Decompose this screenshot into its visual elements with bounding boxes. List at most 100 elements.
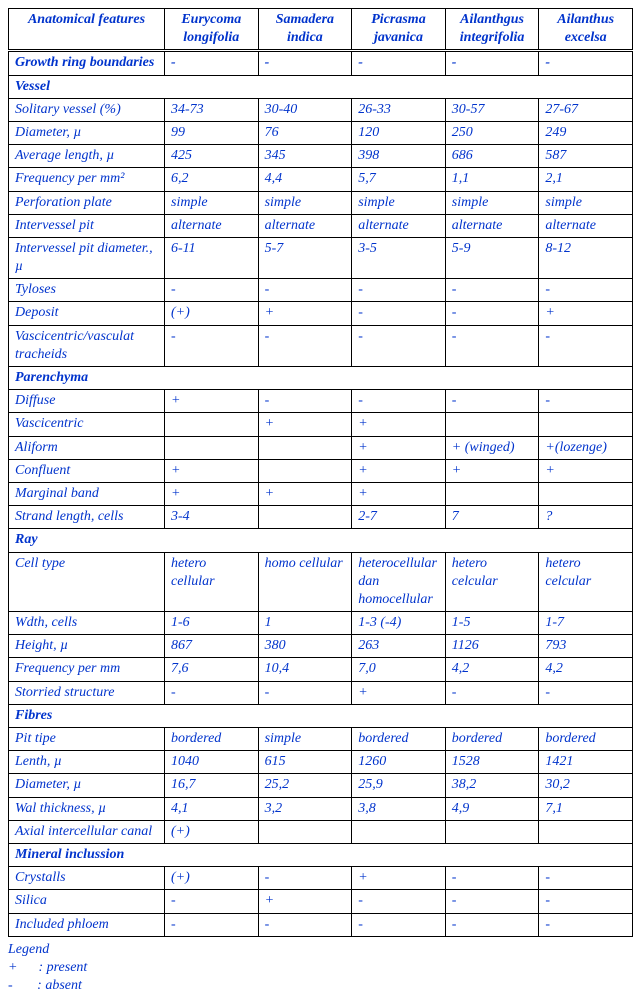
row-label: Marginal band bbox=[9, 482, 165, 505]
cell: 76 bbox=[258, 121, 352, 144]
cell: - bbox=[539, 325, 633, 366]
cell: alternate bbox=[258, 214, 352, 237]
cell: + (winged) bbox=[445, 436, 539, 459]
row-label: Pit tipe bbox=[9, 728, 165, 751]
cell: (+) bbox=[165, 302, 259, 325]
cell: - bbox=[539, 279, 633, 302]
cell: - bbox=[165, 681, 259, 704]
cell: 7,1 bbox=[539, 797, 633, 820]
row-label: Frequency per mm² bbox=[9, 168, 165, 191]
cell: 867 bbox=[165, 635, 259, 658]
row-label: Wdth, cells bbox=[9, 612, 165, 635]
row-label: Strand length, cells bbox=[9, 506, 165, 529]
cell: +(lozenge) bbox=[539, 436, 633, 459]
cell: - bbox=[352, 302, 446, 325]
legend: Legend + : present - : absent bbox=[8, 937, 633, 996]
section-label: Mineral inclussion bbox=[9, 843, 633, 866]
cell: alternate bbox=[165, 214, 259, 237]
table-row: Parenchyma bbox=[9, 367, 633, 390]
row-label: Average length, µ bbox=[9, 145, 165, 168]
table-row: Intervessel pit diameter., µ6-115-73-55-… bbox=[9, 237, 633, 278]
cell: - bbox=[445, 390, 539, 413]
cell: 615 bbox=[258, 751, 352, 774]
cell: 7 bbox=[445, 506, 539, 529]
cell: 1040 bbox=[165, 751, 259, 774]
cell: 1-6 bbox=[165, 612, 259, 635]
cell: 26-33 bbox=[352, 98, 446, 121]
cell: 30-57 bbox=[445, 98, 539, 121]
cell: - bbox=[445, 279, 539, 302]
cell: 398 bbox=[352, 145, 446, 168]
cell: 34-73 bbox=[165, 98, 259, 121]
cell bbox=[165, 436, 259, 459]
cell: 4,9 bbox=[445, 797, 539, 820]
cell: 5,7 bbox=[352, 168, 446, 191]
cell: 380 bbox=[258, 635, 352, 658]
cell: 249 bbox=[539, 121, 633, 144]
cell: bordered bbox=[539, 728, 633, 751]
legend-absent: - : absent bbox=[8, 977, 633, 995]
cell bbox=[258, 459, 352, 482]
table-row: Crystalls(+)-+-- bbox=[9, 867, 633, 890]
cell bbox=[445, 820, 539, 843]
cell: - bbox=[258, 279, 352, 302]
row-label: Confluent bbox=[9, 459, 165, 482]
cell: + bbox=[539, 459, 633, 482]
table-row: Vascicentric/vasculat tracheids----- bbox=[9, 325, 633, 366]
row-label: Deposit bbox=[9, 302, 165, 325]
header-species-3: Ailanthgus integrifolia bbox=[445, 9, 539, 51]
cell bbox=[352, 820, 446, 843]
cell: + bbox=[165, 482, 259, 505]
cell bbox=[258, 506, 352, 529]
cell bbox=[165, 413, 259, 436]
cell: + bbox=[258, 482, 352, 505]
section-label: Ray bbox=[9, 529, 633, 552]
cell: 99 bbox=[165, 121, 259, 144]
cell: + bbox=[539, 302, 633, 325]
row-label: Silica bbox=[9, 890, 165, 913]
cell: - bbox=[539, 51, 633, 75]
cell: 250 bbox=[445, 121, 539, 144]
table-row: Intervessel pitalternatealternatealterna… bbox=[9, 214, 633, 237]
cell: 3-4 bbox=[165, 506, 259, 529]
cell: - bbox=[445, 867, 539, 890]
cell: - bbox=[352, 325, 446, 366]
cell: 686 bbox=[445, 145, 539, 168]
cell: 25,2 bbox=[258, 774, 352, 797]
table-row: Confluent++++ bbox=[9, 459, 633, 482]
table-row: Vessel bbox=[9, 75, 633, 98]
row-label: Perforation plate bbox=[9, 191, 165, 214]
cell: - bbox=[165, 51, 259, 75]
row-label: Crystalls bbox=[9, 867, 165, 890]
header-species-2: Picrasma javanica bbox=[352, 9, 446, 51]
cell: - bbox=[258, 390, 352, 413]
row-label: Vascicentric/vasculat tracheids bbox=[9, 325, 165, 366]
cell: - bbox=[445, 913, 539, 936]
table-row: Lenth, µ1040615126015281421 bbox=[9, 751, 633, 774]
row-label: Lenth, µ bbox=[9, 751, 165, 774]
cell: 5-7 bbox=[258, 237, 352, 278]
cell: simple bbox=[258, 728, 352, 751]
cell: 8-12 bbox=[539, 237, 633, 278]
table-row: Storried structure--+-- bbox=[9, 681, 633, 704]
row-label: Cell type bbox=[9, 552, 165, 612]
cell bbox=[445, 482, 539, 505]
table-row: Diameter, µ16,725,225,938,230,2 bbox=[9, 774, 633, 797]
row-label: Growth ring boundaries bbox=[9, 51, 165, 75]
cell: 6,2 bbox=[165, 168, 259, 191]
cell: 3-5 bbox=[352, 237, 446, 278]
cell: hetero cellular bbox=[165, 552, 259, 612]
cell: 793 bbox=[539, 635, 633, 658]
cell: 1421 bbox=[539, 751, 633, 774]
cell: bordered bbox=[352, 728, 446, 751]
cell bbox=[258, 436, 352, 459]
table-row: Average length, µ425345398686587 bbox=[9, 145, 633, 168]
cell: 1-3 (-4) bbox=[352, 612, 446, 635]
cell: - bbox=[539, 890, 633, 913]
cell: 27-67 bbox=[539, 98, 633, 121]
cell: 1-7 bbox=[539, 612, 633, 635]
cell: 7,0 bbox=[352, 658, 446, 681]
cell: 5-9 bbox=[445, 237, 539, 278]
table-row: Pit tipeborderedsimpleborderedborderedbo… bbox=[9, 728, 633, 751]
cell: - bbox=[539, 913, 633, 936]
